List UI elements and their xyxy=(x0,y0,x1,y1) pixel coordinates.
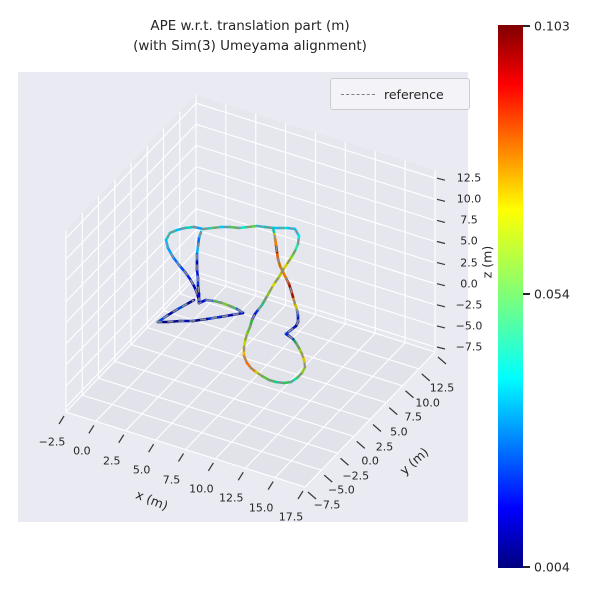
plot-title-line2: (with Sim(3) Umeyama alignment) xyxy=(133,38,367,54)
y-tick-label: 2.5 xyxy=(375,440,394,453)
z-axis-label: z (m) xyxy=(479,245,495,279)
colorbar-tick-mark xyxy=(523,25,530,27)
y-tick-label: −5.0 xyxy=(328,483,355,497)
x-tick-label: 2.5 xyxy=(103,454,121,468)
colorbar-tick-mark xyxy=(523,293,530,295)
y-tick-label: 5.0 xyxy=(390,425,408,439)
y-tick-label: 10.0 xyxy=(415,396,440,410)
x-tick-label: 7.5 xyxy=(162,473,181,486)
legend-box: reference xyxy=(330,78,470,110)
plot-area-3d xyxy=(18,72,468,522)
legend-dashed-line-icon xyxy=(341,93,375,95)
x-tick-label: −2.5 xyxy=(38,435,66,449)
z-tick-label: −7.5 xyxy=(455,340,483,354)
x-tick-label: 0.0 xyxy=(73,444,91,458)
colorbar-tick-label: 0.054 xyxy=(534,286,570,302)
z-tick-label: −5.0 xyxy=(455,319,483,333)
x-tick-label: 10.0 xyxy=(189,482,214,496)
y-tick-label: −7.5 xyxy=(313,498,341,512)
colorbar-tick-label: 0.004 xyxy=(534,559,570,575)
x-tick-label: 12.5 xyxy=(219,491,244,505)
legend-label-reference: reference xyxy=(384,86,444,102)
z-tick-label: 12.5 xyxy=(456,171,482,185)
x-tick-label: 15.0 xyxy=(248,501,274,515)
z-tick-label: 0.0 xyxy=(460,277,478,291)
z-tick-label: 7.5 xyxy=(460,213,478,227)
z-tick-label: −2.5 xyxy=(455,298,483,312)
z-tick-label: 5.0 xyxy=(460,234,478,248)
y-tick-label: −2.5 xyxy=(342,469,370,483)
plot-title-line1: APE w.r.t. translation part (m) xyxy=(150,18,350,34)
y-tick-label: 7.5 xyxy=(404,410,423,424)
trajectory-plot-svg xyxy=(58,95,447,500)
y-tick-label: 0.0 xyxy=(361,454,379,468)
x-tick-label: 5.0 xyxy=(132,463,151,477)
x-tick-label: 17.5 xyxy=(278,510,304,524)
plot-title: APE w.r.t. translation part (m) (with Si… xyxy=(20,16,480,56)
y-tick-label: 12.5 xyxy=(429,381,455,395)
z-tick-label: 2.5 xyxy=(460,256,478,269)
z-tick-label: 10.0 xyxy=(456,192,482,206)
colorbar-tick-mark xyxy=(523,566,530,568)
colorbar-tick-label: 0.103 xyxy=(534,18,570,34)
colorbar-gradient xyxy=(498,25,523,568)
